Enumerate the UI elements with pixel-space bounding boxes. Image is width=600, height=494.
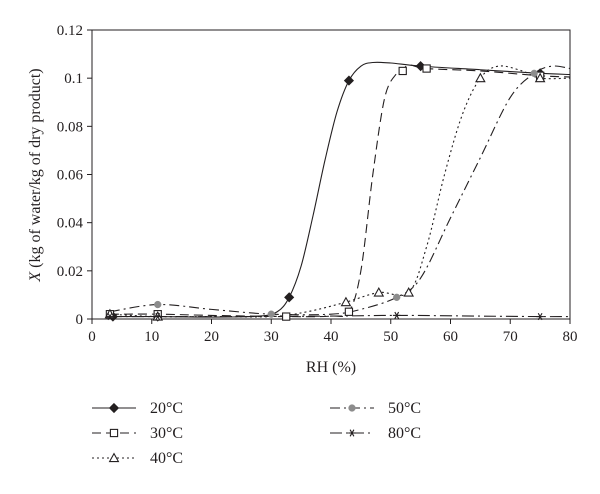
y-tick-label: 0.04 [57,216,84,232]
legend: 20°C 30°C 40°C 50°C 80°C [92,400,421,467]
legend-item-40c: 40°C [92,450,183,467]
legend-label-30c: 30°C [150,425,183,442]
data-point-40c [475,72,486,83]
legend-item-50c: 50°C [330,400,421,417]
x-tick-label: 30 [264,329,279,345]
markers-layer [104,61,546,322]
legend-item-30c: 30°C [92,425,183,442]
series-line-80c [109,314,571,318]
legend-item-20c: 20°C [92,400,183,417]
y-tick-label: 0.02 [57,264,83,280]
legend-label-20c: 20°C [150,400,183,417]
y-tick-label: 0.08 [57,119,83,135]
labels-layer: RH (%) X (kg of water/kg of dry product) [27,68,356,376]
x-tick-label: 80 [563,329,578,345]
series-line-50c [109,65,571,316]
data-point-40c [534,72,546,83]
x-tick-label: 70 [503,329,518,345]
x-tick-label: 10 [144,329,159,345]
legend-marker-20c [108,402,120,414]
data-point-30c [344,307,354,316]
x-tick-label: 20 [204,329,219,345]
y-tick-label: 0.1 [64,71,83,87]
data-point-40c [340,296,352,307]
data-point-80c [106,313,114,321]
legend-label-50c: 50°C [388,400,421,417]
y-axis-label-symbol: X [27,271,44,283]
y-axis-label-text: (kg of water/kg of dry product) [27,68,44,272]
data-point-20c [284,292,295,303]
axes-layer: 0 10 20 30 40 50 60 70 80 0 0.02 0.04 0.06 0.08 0.1 0.1… [57,23,578,345]
x-tick-label: 60 [443,329,458,345]
x-axis-label: RH (%) [306,359,356,376]
plot-frame [91,29,571,320]
x-tick-label: 50 [383,329,398,345]
series-layer [109,61,571,318]
data-point-80c [153,313,162,321]
legend-label-40c: 40°C [150,450,183,467]
data-point-80c [536,313,544,321]
x-tick-label: 0 [88,329,96,345]
y-axis-label: X (kg of water/kg of dry product) [27,68,44,282]
y-tick-label: 0.12 [57,23,83,39]
legend-item-80c: 80°C [330,425,421,442]
y-tick-label: 0 [76,312,84,328]
data-point-50c [267,310,275,318]
legend-marker-30c [109,428,119,438]
data-point-50c [154,300,162,309]
legend-marker-50c [348,404,356,412]
data-point-30c [282,312,291,321]
data-point-20c [343,75,354,86]
y-tick-label: 0.06 [57,168,84,184]
data-point-30c [398,66,407,76]
data-point-80c [392,311,401,319]
legend-marker-40c [108,452,120,463]
data-point-40c [403,286,415,297]
x-tick-label: 40 [324,329,339,345]
legend-marker-80c [348,429,356,437]
data-point-50c [530,69,538,77]
data-point-30c [422,64,431,73]
data-point-40c [373,286,385,297]
series-line-20c [112,61,571,318]
legend-label-80c: 80°C [388,425,421,442]
data-point-50c [393,293,401,301]
